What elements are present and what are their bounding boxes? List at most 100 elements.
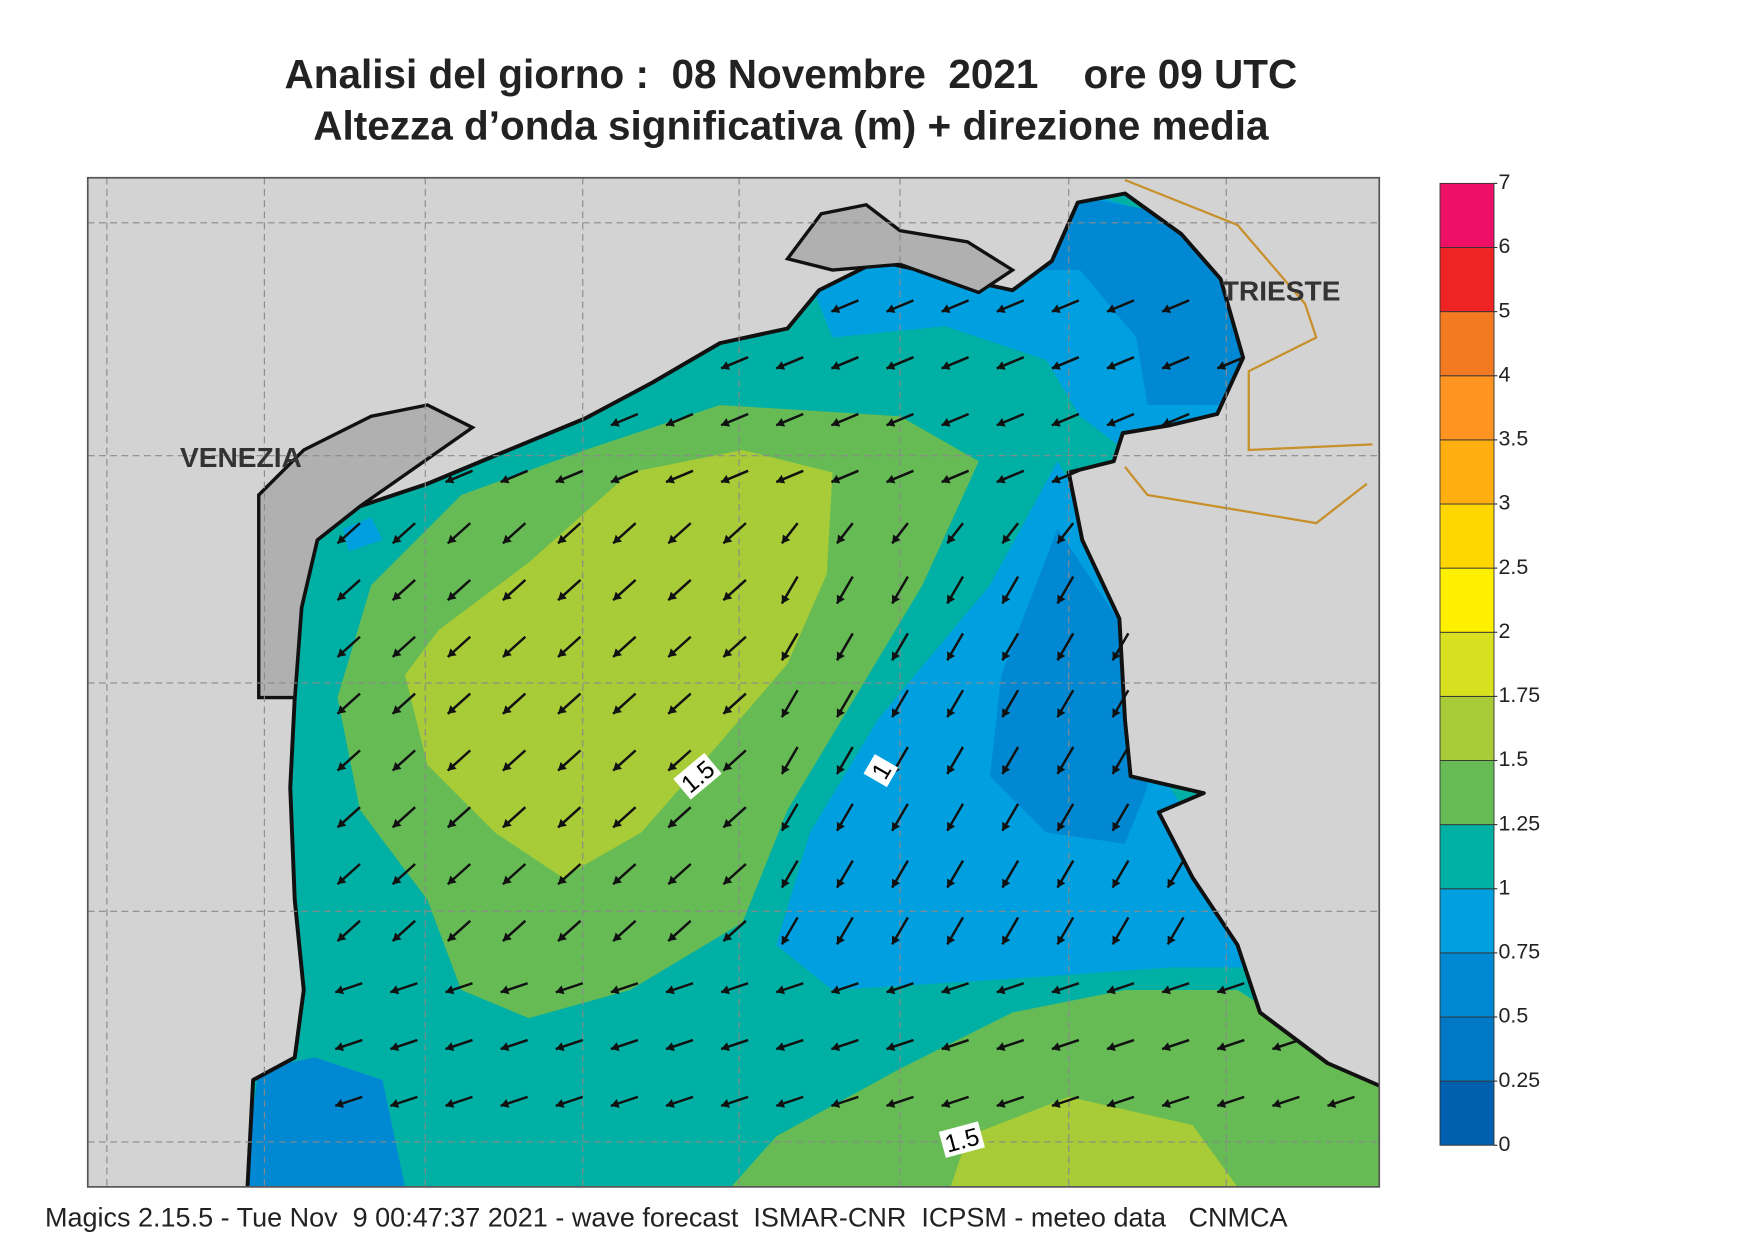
arrow-head [996,361,1006,370]
arrow-head [666,985,675,995]
map: VENEZIA TRIESTE 1.5 1 1.5 [87,177,1380,1187]
arrow-head [836,708,845,718]
arrow-head [555,985,565,995]
arrow-head [390,1042,400,1052]
arrow-head [1002,821,1011,831]
arrow-head [1051,1099,1061,1108]
arrow-head [337,591,347,601]
arrow-head [831,418,841,427]
arrow-head [610,474,620,484]
arrow-head [776,474,786,484]
arrow-head [1051,304,1061,313]
arrow-head [392,705,402,714]
arrow-head [941,361,951,370]
arrow-head [390,1099,400,1108]
arrow-head [836,821,845,831]
arrow-head [1051,361,1061,370]
arrow-head [555,1042,565,1052]
arrow-head [613,648,622,657]
arrow-head [996,985,1006,995]
arrow-head [996,304,1006,313]
arrow-head [558,648,567,657]
arrow-head [723,932,733,942]
colorbar-tick-label: 2 [1499,619,1511,643]
colorbar-segment [1439,1080,1495,1146]
arrow-head [892,594,901,604]
arrow-head [723,648,733,657]
arrow-head [892,651,901,661]
arrow-head [836,594,845,604]
arrow-head [500,474,510,484]
arrow-head [1057,765,1066,774]
colorbar-tick-label: 0.25 [1499,1068,1541,1092]
arrow-head [723,818,733,828]
arrow-head [1107,1099,1116,1108]
arrow-head [1002,878,1011,888]
arrow-head [781,708,790,718]
arrow-head [447,591,457,601]
arrow-head [392,762,402,771]
arrow-head [1002,534,1011,544]
arrow-head [445,474,455,484]
arrow-head [886,1099,896,1108]
arrow-head [613,534,622,544]
arrow-head [892,534,901,544]
arrow-head [613,762,622,771]
arrow-head [392,591,402,601]
arrow-head [1057,821,1066,831]
arrow-head [613,818,622,828]
arrow-head [892,821,901,831]
arrow-head [723,591,733,601]
arrow-head [558,875,567,885]
arrow-head [337,705,347,714]
arrow-head [723,875,733,885]
arrow-head [668,762,678,771]
arrow-head [1112,935,1121,945]
arrow-head [1051,1042,1061,1052]
arrow-head [886,304,896,313]
colorbar-tick-label: 6 [1499,234,1511,258]
arrow-head [1107,361,1116,370]
colorbar-tick-label: 0 [1499,1132,1511,1156]
arrow-head [721,361,731,370]
arrow-head [555,474,565,484]
arrow-head [886,418,896,427]
arrow-head [392,648,402,657]
colorbar: 0 0.25 0.5 0.75 1 1.25 1.5 1.75 2 2.5 3 3.5 4 5 6 7 [1439,170,1541,1156]
contour-label: 1.5 [938,1121,985,1159]
arrow-head [1167,935,1176,945]
arrow-head [941,985,951,995]
arrow-head [1217,1042,1227,1052]
arrow-head [721,474,731,484]
arrow-head [1002,651,1011,661]
arrow-head [447,818,457,828]
arrow-head [392,875,402,885]
arrow-head [447,534,457,544]
colorbar-tick-label: 1.25 [1499,811,1541,835]
arrow-head [1107,1042,1116,1052]
colorbar-tick-label: 3 [1499,491,1511,515]
arrow-head [392,932,402,942]
arrow-head [1167,878,1176,888]
colorbar-segment [1439,503,1495,569]
arrow-head [781,594,790,604]
arrow-head [776,361,786,370]
arrow-head [1051,418,1061,427]
arrow-head [941,1042,951,1052]
arrow-head [502,818,512,828]
arrow-head [886,361,896,370]
border [1124,178,1373,525]
arrow-head [445,1042,455,1052]
arrow-head [831,1042,841,1052]
arrow-head [1112,708,1121,718]
map-frame [86,176,1381,1188]
arrow-head [1002,935,1011,945]
arrow-head [886,985,896,995]
arrow-head [723,705,733,714]
arrow-head [337,648,347,657]
colorbar-tick-label: 5 [1499,298,1511,322]
arrow-head [1057,935,1066,945]
arrow-head [1217,1099,1227,1108]
arrow-head [947,878,956,888]
arrow-head [1057,878,1066,888]
